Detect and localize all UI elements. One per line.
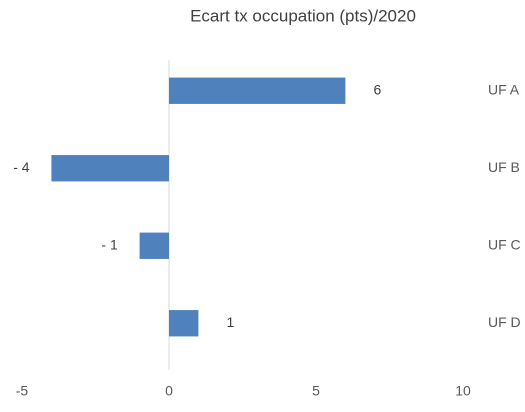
x-tick-label: 5	[312, 383, 320, 399]
category-label: UF B	[488, 159, 520, 175]
data-label: 1	[227, 314, 235, 330]
x-tick-label: 10	[455, 383, 471, 399]
bar	[51, 155, 169, 182]
data-label: 6	[374, 81, 382, 97]
x-tick-label: 0	[165, 383, 173, 399]
data-label: - 1	[101, 236, 118, 252]
bar	[139, 232, 169, 259]
data-label: - 4	[13, 159, 30, 175]
category-label: UF A	[488, 81, 520, 97]
category-label: UF D	[488, 314, 521, 330]
chart-title: Ecart tx occupation (pts)/2020	[190, 6, 416, 25]
category-label: UF C	[488, 236, 521, 252]
x-tick-label: -5	[16, 383, 29, 399]
bar	[169, 310, 199, 337]
bar	[169, 77, 346, 104]
